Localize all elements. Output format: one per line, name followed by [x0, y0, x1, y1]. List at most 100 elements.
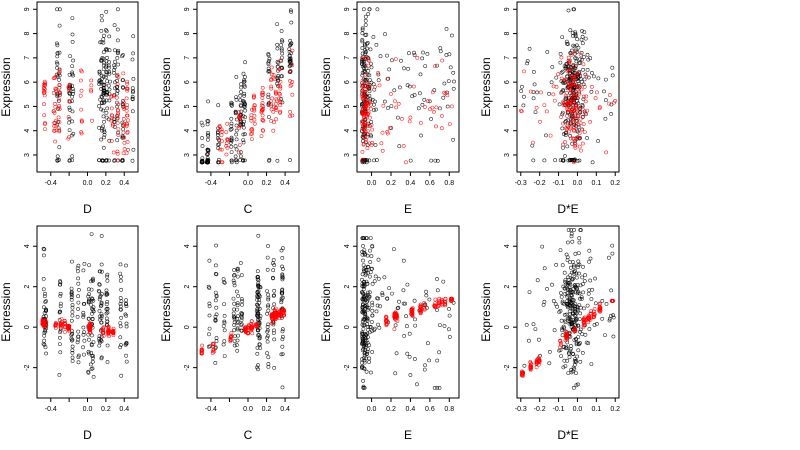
data-point	[363, 14, 368, 19]
data-point	[54, 322, 58, 327]
data-point	[55, 66, 59, 70]
data-point	[393, 371, 398, 376]
data-point	[558, 52, 563, 56]
data-point	[369, 143, 374, 147]
data-point	[434, 124, 438, 129]
data-point	[90, 353, 95, 358]
data-point	[280, 255, 285, 260]
data-point	[554, 85, 559, 89]
data-point	[575, 87, 580, 92]
x-tick-label: 0.0	[83, 406, 93, 413]
data-point	[125, 81, 130, 86]
data-point	[90, 317, 95, 322]
data-point	[577, 131, 582, 136]
data-point	[569, 370, 574, 375]
data-point	[101, 74, 106, 79]
data-point	[106, 326, 111, 331]
data-point	[367, 93, 372, 98]
data-point	[579, 297, 584, 301]
data-point	[278, 58, 283, 63]
data-point	[565, 340, 570, 345]
data-point	[564, 91, 569, 95]
data-point	[363, 43, 367, 48]
data-point	[199, 158, 204, 163]
data-point	[56, 115, 61, 120]
data-point	[579, 57, 584, 62]
data-point	[359, 360, 364, 365]
data-point	[105, 360, 110, 364]
data-point	[451, 70, 456, 75]
data-point	[107, 70, 112, 74]
data-point	[363, 23, 368, 27]
data-point	[58, 282, 63, 287]
data-point	[577, 84, 582, 89]
data-point	[586, 75, 591, 80]
data-point	[243, 60, 248, 65]
data-point	[580, 350, 585, 355]
data-point	[239, 109, 244, 114]
data-point	[113, 59, 118, 64]
data-point	[257, 342, 262, 347]
data-point	[376, 78, 381, 83]
data-point	[206, 284, 211, 289]
data-point	[277, 91, 282, 96]
data-point	[256, 284, 261, 289]
data-point	[361, 236, 366, 241]
data-point	[575, 307, 580, 311]
y-tick-label: 6	[504, 80, 511, 84]
data-point	[574, 110, 579, 115]
data-point	[372, 87, 377, 92]
data-point	[79, 68, 83, 73]
data-point	[99, 262, 104, 267]
data-point	[109, 139, 114, 143]
data-point	[565, 118, 570, 123]
data-point	[564, 127, 569, 132]
data-point	[119, 315, 124, 320]
data-point	[540, 244, 545, 249]
data-point	[89, 287, 94, 292]
data-point	[435, 358, 440, 363]
data-point	[101, 101, 106, 105]
data-point	[42, 311, 47, 315]
data-point	[393, 323, 398, 328]
data-point	[102, 128, 107, 133]
x-tick-label: 0.2	[386, 406, 396, 413]
data-point	[268, 102, 273, 107]
data-point	[278, 103, 282, 108]
data-point	[363, 18, 368, 23]
data-point	[576, 123, 581, 127]
data-point	[569, 265, 573, 270]
x-tick-label: 0.2	[610, 180, 620, 187]
data-point	[98, 304, 103, 309]
data-point	[381, 103, 386, 108]
data-point	[431, 110, 436, 114]
data-point	[90, 356, 95, 361]
data-point	[266, 304, 270, 309]
data-point	[580, 115, 585, 120]
data-point	[558, 158, 563, 163]
data-point	[435, 63, 439, 68]
data-point	[531, 322, 536, 327]
data-point	[275, 64, 280, 69]
data-point	[256, 363, 260, 368]
data-point	[101, 114, 106, 119]
data-point	[237, 118, 242, 123]
data-point	[232, 343, 237, 348]
data-point	[370, 281, 375, 286]
data-point	[534, 360, 539, 365]
data-point	[365, 56, 370, 61]
data-point	[583, 111, 588, 115]
data-point	[229, 331, 234, 335]
data-point	[574, 271, 579, 276]
data-point	[395, 306, 400, 311]
data-point	[250, 126, 254, 131]
data-point	[280, 344, 285, 349]
data-point	[266, 308, 271, 313]
x-tick-label: -0.2	[534, 406, 546, 413]
data-point	[206, 99, 211, 104]
data-point	[422, 105, 427, 109]
data-point	[390, 291, 394, 296]
data-point	[365, 158, 370, 163]
data-point	[363, 138, 368, 143]
data-point	[572, 313, 577, 318]
